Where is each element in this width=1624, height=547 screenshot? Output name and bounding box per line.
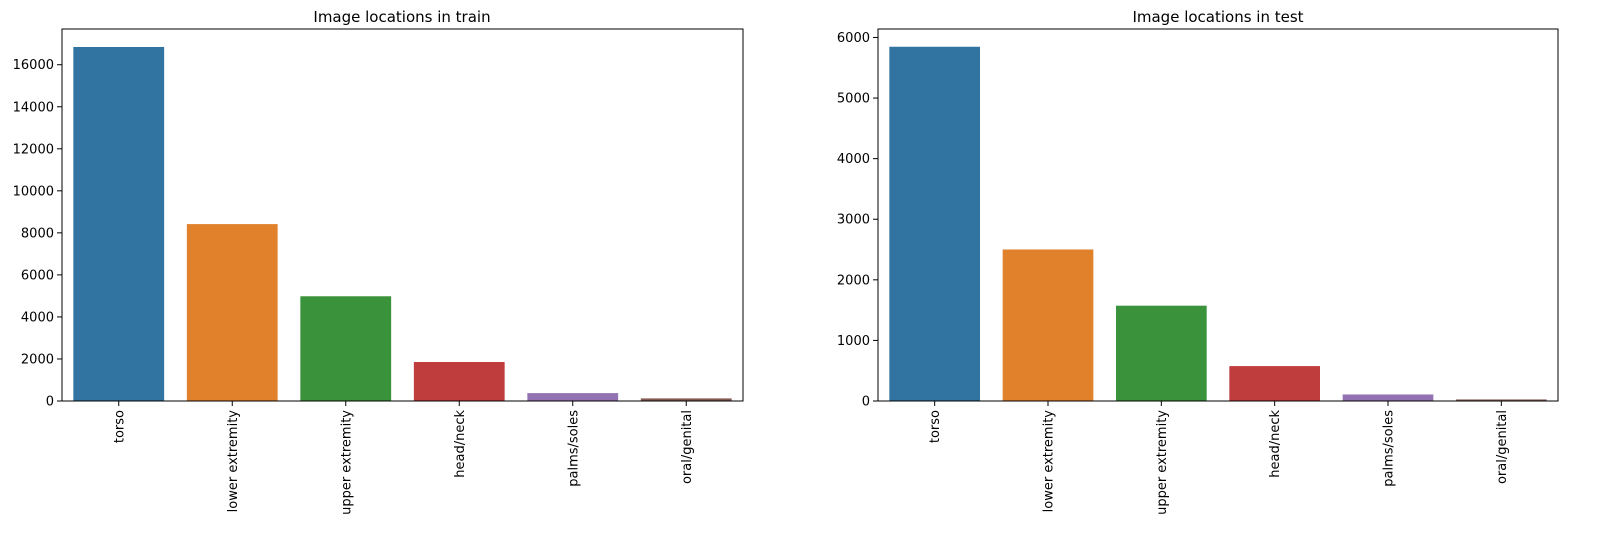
x-tick-label: lower extremity xyxy=(1042,410,1057,513)
bar-upper-extremity xyxy=(1116,305,1207,401)
y-tick-label: 0 xyxy=(862,395,870,410)
y-tick-label: 16000 xyxy=(13,58,54,73)
x-tick-label: torso xyxy=(112,410,127,443)
y-tick-label: 6000 xyxy=(21,268,54,283)
x-tick-label: upper extremity xyxy=(1155,410,1170,515)
x-tick-label: palms/soles xyxy=(566,410,581,487)
chart-title: Image locations in test xyxy=(1132,8,1303,26)
y-tick-label: 5000 xyxy=(837,92,870,107)
y-tick-label: 3000 xyxy=(837,213,870,228)
y-tick-label: 2000 xyxy=(21,352,54,367)
y-tick-label: 14000 xyxy=(13,100,54,115)
y-tick-label: 0 xyxy=(46,395,54,410)
bar-lower-extremity xyxy=(1002,249,1094,401)
y-tick-label: 12000 xyxy=(13,142,54,157)
x-tick-label: oral/genital xyxy=(680,410,695,484)
y-tick-label: 4000 xyxy=(837,152,870,167)
train-location-chart: Image locations in train 0 2000 4000 6000 80… xyxy=(13,8,744,515)
x-tick-label: oral/genital xyxy=(1495,410,1510,484)
bar-palms-soles xyxy=(527,393,619,401)
y-tick-label: 10000 xyxy=(13,184,54,199)
chart-title: Image locations in train xyxy=(313,8,490,26)
y-tick-label: 6000 xyxy=(837,31,870,46)
y-tick-label: 8000 xyxy=(21,226,54,241)
bar-head-neck xyxy=(1229,366,1320,401)
x-tick-label: lower extremity xyxy=(226,410,241,513)
bar-oral-genital xyxy=(640,398,732,401)
x-tick-label: head/neck xyxy=(453,410,468,478)
bar-oral-genital xyxy=(1456,399,1547,401)
y-tick-label: 2000 xyxy=(837,273,870,288)
x-tick-label: upper extremity xyxy=(339,410,354,515)
bar-head-neck xyxy=(413,362,505,401)
x-tick-label: torso xyxy=(928,410,943,443)
axes-frame xyxy=(61,28,744,402)
y-tick-label: 4000 xyxy=(21,310,54,325)
bar-torso xyxy=(73,46,165,401)
x-tick-label: head/neck xyxy=(1268,410,1283,478)
bar-lower-extremity xyxy=(186,224,278,401)
x-tick-label: palms/soles xyxy=(1382,410,1397,487)
y-tick-label: 1000 xyxy=(837,334,870,349)
bar-torso xyxy=(889,46,980,401)
bar-palms-soles xyxy=(1342,394,1434,401)
test-location-chart: Image locations in test 0 1000 2000 3000 400… xyxy=(837,8,1559,515)
bar-upper-extremity xyxy=(300,296,392,401)
axes-frame xyxy=(877,28,1559,402)
